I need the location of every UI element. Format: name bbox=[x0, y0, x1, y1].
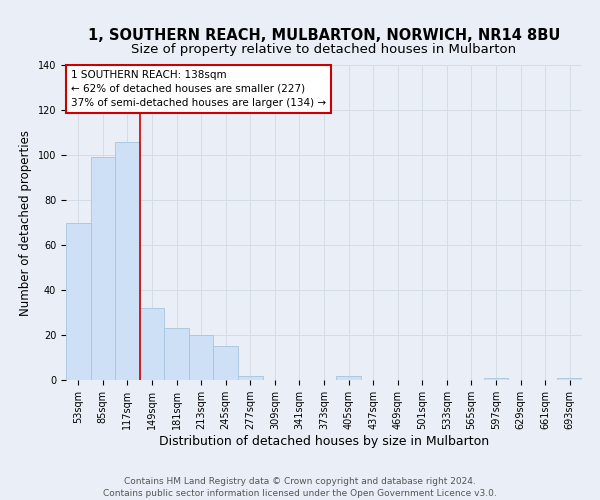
Bar bbox=[140, 308, 164, 380]
Title: 1, SOUTHERN REACH, MULBARTON, NORWICH, NR14 8BU: 1, SOUTHERN REACH, MULBARTON, NORWICH, N… bbox=[88, 28, 560, 43]
Bar bbox=[91, 157, 115, 380]
Bar bbox=[484, 378, 508, 380]
Text: Contains HM Land Registry data © Crown copyright and database right 2024.
Contai: Contains HM Land Registry data © Crown c… bbox=[103, 476, 497, 498]
Bar bbox=[115, 142, 140, 380]
Bar bbox=[336, 376, 361, 380]
Text: Size of property relative to detached houses in Mulbarton: Size of property relative to detached ho… bbox=[131, 42, 517, 56]
Bar bbox=[557, 378, 582, 380]
Bar bbox=[189, 335, 214, 380]
Bar bbox=[238, 376, 263, 380]
Bar bbox=[164, 328, 189, 380]
X-axis label: Distribution of detached houses by size in Mulbarton: Distribution of detached houses by size … bbox=[159, 435, 489, 448]
Text: 1 SOUTHERN REACH: 138sqm
← 62% of detached houses are smaller (227)
37% of semi-: 1 SOUTHERN REACH: 138sqm ← 62% of detach… bbox=[71, 70, 326, 108]
Y-axis label: Number of detached properties: Number of detached properties bbox=[19, 130, 32, 316]
Bar bbox=[66, 222, 91, 380]
Bar bbox=[214, 346, 238, 380]
